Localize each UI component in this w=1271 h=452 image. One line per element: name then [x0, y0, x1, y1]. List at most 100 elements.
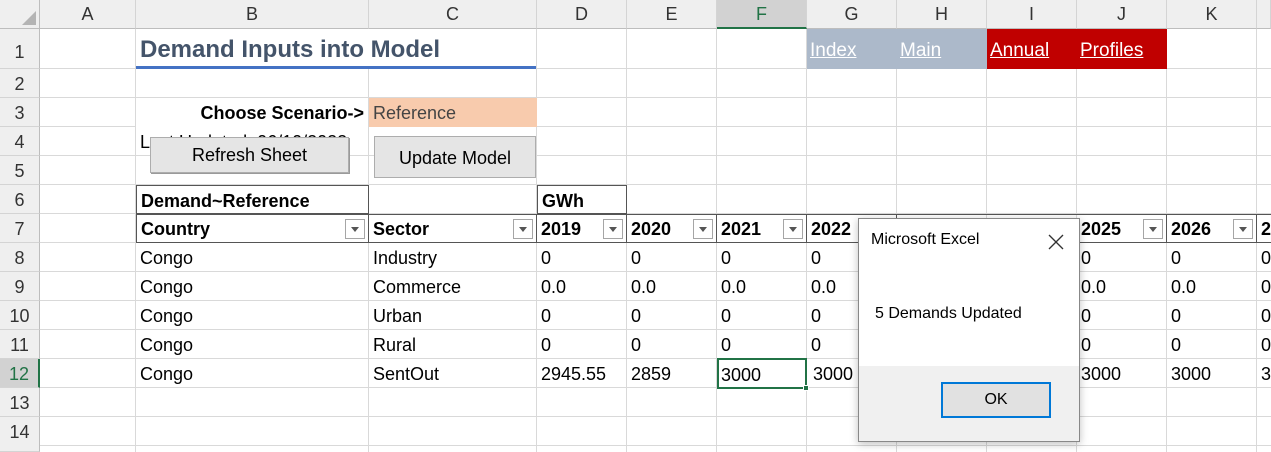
- table-cell[interactable]: 0.0: [631, 277, 657, 297]
- update-model-button[interactable]: Update Model: [374, 136, 536, 178]
- table-cell-sector[interactable]: SentOut: [373, 364, 440, 384]
- table-cell[interactable]: 0: [1081, 248, 1092, 268]
- row-header-13[interactable]: 13: [0, 388, 40, 417]
- year-2020-filter-icon[interactable]: [693, 219, 713, 239]
- table-cell[interactable]: 0: [1171, 306, 1182, 326]
- table-cell[interactable]: 3: [1261, 364, 1271, 384]
- table-cell[interactable]: 3000: [1081, 364, 1122, 384]
- gridline: [40, 213, 1271, 214]
- fill-handle[interactable]: [803, 385, 809, 391]
- table-cell[interactable]: 0: [1171, 248, 1182, 268]
- row-header-3[interactable]: 3: [0, 98, 40, 127]
- row-header-7[interactable]: 7: [0, 214, 40, 243]
- table-cell[interactable]: 0: [721, 335, 732, 355]
- sector-header: Sector: [369, 214, 537, 243]
- dialog-footer: OK: [859, 366, 1079, 441]
- year-2019-filter-icon[interactable]: [603, 219, 623, 239]
- annual-link[interactable]: Annual: [990, 40, 1050, 61]
- row-header-6[interactable]: 6: [0, 185, 40, 214]
- column-header-c[interactable]: C: [369, 0, 537, 29]
- table-cell[interactable]: 0: [631, 248, 642, 268]
- table-cell[interactable]: 3000: [813, 364, 854, 384]
- column-header-b[interactable]: B: [136, 0, 369, 29]
- row-header-9[interactable]: 9: [0, 272, 40, 301]
- table-cell[interactable]: 2859: [631, 364, 672, 384]
- year-2026-filter-icon[interactable]: [1233, 219, 1253, 239]
- column-header-g[interactable]: G: [807, 0, 897, 29]
- profiles-link[interactable]: Profiles: [1080, 40, 1144, 61]
- table-cell-country[interactable]: Congo: [140, 277, 194, 297]
- gridline: [40, 445, 1271, 446]
- row-header-4[interactable]: 4: [0, 127, 40, 156]
- row-header-12[interactable]: 12: [0, 359, 40, 388]
- table-cell[interactable]: 0.0: [1081, 277, 1107, 297]
- table-cell[interactable]: 0.0: [721, 277, 747, 297]
- ok-button[interactable]: OK: [941, 382, 1051, 418]
- table-cell[interactable]: 0: [1261, 277, 1271, 297]
- main-link[interactable]: Main: [900, 40, 942, 61]
- table-cell-sector[interactable]: Urban: [373, 306, 423, 326]
- page-title: Demand Inputs into Model: [136, 29, 536, 69]
- column-header-j[interactable]: J: [1077, 0, 1167, 29]
- year-2025-filter-icon[interactable]: [1143, 219, 1163, 239]
- table-cell[interactable]: 0: [631, 335, 642, 355]
- column-header-a[interactable]: A: [40, 0, 136, 29]
- table-cell[interactable]: 0: [541, 248, 552, 268]
- table-cell[interactable]: 0: [1171, 335, 1182, 355]
- row-header-1[interactable]: 1: [0, 29, 40, 69]
- column-header-e[interactable]: E: [627, 0, 717, 29]
- select-all-corner[interactable]: [0, 0, 40, 29]
- gridline: [135, 29, 136, 452]
- scenario-label: Choose Scenario->: [136, 98, 368, 127]
- scenario-select[interactable]: Reference: [369, 98, 537, 127]
- index-link[interactable]: Index: [810, 40, 857, 61]
- country-filter-icon[interactable]: [345, 219, 365, 239]
- nav-red-band: [987, 29, 1167, 69]
- year-2021-filter-icon[interactable]: [783, 219, 803, 239]
- table-cell[interactable]: 0: [631, 306, 642, 326]
- table-cell[interactable]: 2945.55: [541, 364, 607, 384]
- table-cell[interactable]: 0: [811, 248, 822, 268]
- table-cell[interactable]: 0.0: [811, 277, 837, 297]
- close-icon: [1048, 234, 1064, 250]
- table-cell[interactable]: 0: [541, 306, 552, 326]
- row-header-2[interactable]: 2: [0, 69, 40, 98]
- year-header-2020: 2020: [627, 214, 717, 243]
- dialog-close-button[interactable]: [1039, 225, 1071, 257]
- column-header-l[interactable]: [1257, 0, 1271, 29]
- table-cell[interactable]: 0: [1261, 248, 1271, 268]
- table-cell[interactable]: 0: [811, 335, 822, 355]
- refresh-sheet-button[interactable]: Refresh Sheet: [150, 137, 349, 173]
- row-header-8[interactable]: 8: [0, 243, 40, 272]
- row-header-5[interactable]: 5: [0, 156, 40, 185]
- column-header-k[interactable]: K: [1167, 0, 1257, 29]
- row-header-10[interactable]: 10: [0, 301, 40, 330]
- row-header-11[interactable]: 11: [0, 330, 40, 359]
- country-header: Country: [136, 214, 369, 243]
- table-cell-sector[interactable]: Rural: [373, 335, 417, 355]
- table-cell[interactable]: 0: [1261, 335, 1271, 355]
- table-cell[interactable]: 0: [1081, 306, 1092, 326]
- table-cell[interactable]: 0: [1081, 335, 1092, 355]
- table-cell[interactable]: 0.0: [541, 277, 567, 297]
- table-cell-country[interactable]: Congo: [140, 335, 194, 355]
- table-cell[interactable]: 0: [721, 306, 732, 326]
- table-cell[interactable]: 0: [1261, 306, 1271, 326]
- column-header-d[interactable]: D: [537, 0, 627, 29]
- column-header-f[interactable]: F: [717, 0, 807, 29]
- table-cell-country[interactable]: Congo: [140, 248, 194, 268]
- active-cell[interactable]: 3000: [717, 358, 807, 389]
- table-cell-country[interactable]: Congo: [140, 306, 194, 326]
- table-cell-sector[interactable]: Commerce: [373, 277, 462, 297]
- table-cell[interactable]: 0: [721, 248, 732, 268]
- table-cell-country[interactable]: Congo: [140, 364, 194, 384]
- row-header-14[interactable]: 14: [0, 417, 40, 452]
- table-cell[interactable]: 0: [541, 335, 552, 355]
- table-cell[interactable]: 0.0: [1171, 277, 1197, 297]
- table-cell-sector[interactable]: Industry: [373, 248, 438, 268]
- table-cell[interactable]: 3000: [1171, 364, 1212, 384]
- sector-filter-icon[interactable]: [513, 219, 533, 239]
- table-cell[interactable]: 0: [811, 306, 822, 326]
- column-header-h[interactable]: H: [897, 0, 987, 29]
- column-header-i[interactable]: I: [987, 0, 1077, 29]
